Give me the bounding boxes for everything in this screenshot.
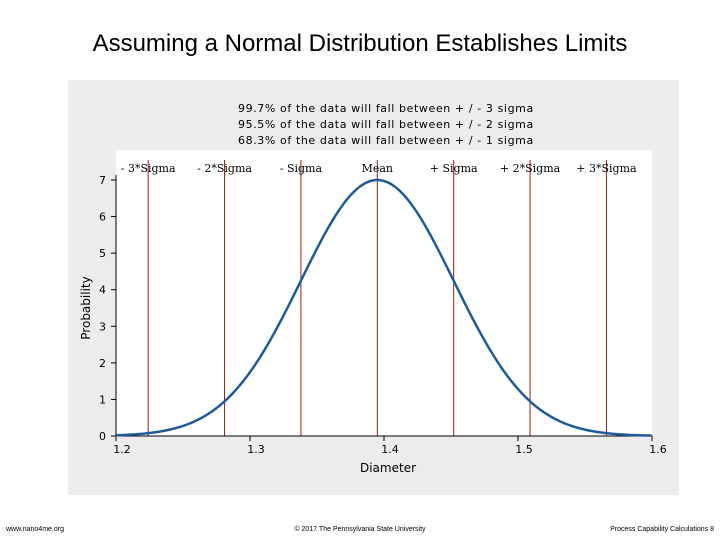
sigma-label: + 3*Sigma [576, 162, 637, 175]
sigma-label: - Sigma [280, 162, 323, 175]
y-tick-label: 5 [99, 247, 106, 260]
plot-area [116, 150, 652, 436]
note-three-sigma: 99.7% of the data will fall between + / … [238, 102, 534, 115]
y-tick-label: 3 [99, 320, 106, 333]
y-tick-label: 1 [99, 393, 106, 406]
note-two-sigma: 95.5% of the data will fall between + / … [238, 118, 534, 131]
sigma-label: + 2*Sigma [500, 162, 561, 175]
sigma-label: + Sigma [430, 162, 478, 175]
x-tick-label: 1.6 [649, 443, 667, 456]
footer-copyright: © 2017 The Pennsylvania State University [294, 526, 426, 533]
y-axis-label: Probability [79, 276, 93, 339]
y-tick-label: 0 [99, 430, 106, 443]
footer-site[interactable]: www.nano4me.org [6, 526, 64, 533]
distribution-curve [115, 178, 653, 437]
y-tick-label: 7 [99, 174, 106, 187]
footer-page: Process Capability Calculations 8 [610, 526, 714, 533]
x-tick-label: 1.4 [381, 443, 399, 456]
y-tick-label: 4 [99, 284, 106, 297]
note-one-sigma: 68.3% of the data will fall between + / … [238, 134, 534, 147]
sigma-label: - 3*Sigma [121, 162, 176, 175]
x-tick-label: 1.5 [515, 443, 533, 456]
y-tick-label: 2 [99, 357, 106, 370]
slide-title: Assuming a Normal Distribution Establish… [92, 30, 628, 57]
x-axis-label: Diameter [360, 461, 416, 475]
coverage-notes: 99.7% of the data will fall between + / … [238, 101, 534, 149]
sigma-label: Mean [362, 162, 393, 175]
x-tick-label: 1.2 [113, 443, 131, 456]
y-tick-label: 6 [99, 211, 106, 224]
sigma-label: - 2*Sigma [197, 162, 252, 175]
x-tick-label: 1.3 [247, 443, 265, 456]
